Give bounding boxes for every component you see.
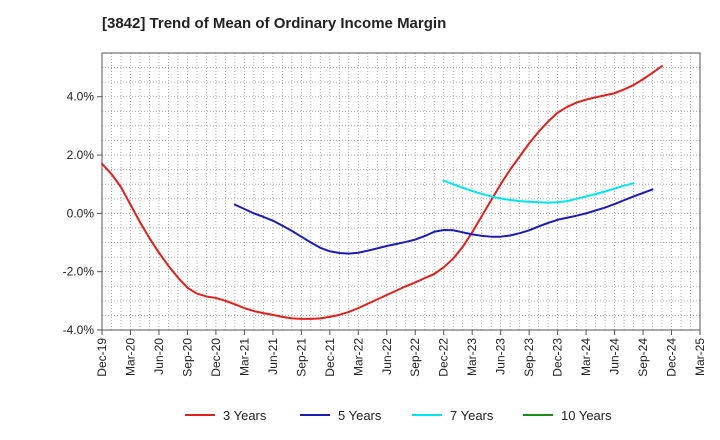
x-tick-label: Sep-20 (180, 338, 194, 377)
series-line-5-years (233, 188, 654, 255)
x-tick-label: Jun-20 (152, 338, 166, 375)
x-tick-label: Jun-23 (494, 338, 508, 375)
legend-7-years-label: 7 Years (450, 408, 494, 423)
x-axis-ticks: Dec-19 Mar-20 Jun-20 Sep-20 Dec-20 Mar-21 Jun-… (95, 330, 707, 377)
x-tick-label: Mar-24 (579, 338, 593, 376)
x-tick-label: Sep-24 (636, 338, 650, 377)
y-tick-label: 0.0% (67, 206, 95, 220)
x-tick-label: Mar-22 (351, 338, 365, 376)
x-tick-label: Jun-24 (608, 338, 622, 375)
legend: 3 Years 5 Years 7 Years 10 Years (185, 408, 612, 423)
x-tick-label: Dec-21 (323, 338, 337, 377)
x-tick-label: Sep-21 (294, 338, 308, 377)
x-tick-label: Dec-20 (209, 338, 223, 377)
x-tick-label: Mar-21 (237, 338, 251, 376)
x-tick-label: Sep-23 (522, 338, 536, 377)
chart-title: [3842] Trend of Mean of Ordinary Income … (102, 15, 447, 32)
y-tick-label: 2.0% (67, 148, 95, 162)
plot-area (101, 52, 701, 331)
y-tick-label: 4.0% (67, 90, 95, 104)
series-lines (101, 65, 664, 320)
x-tick-label: Mar-25 (693, 338, 707, 376)
legend-3-years-label: 3 Years (223, 408, 267, 423)
x-tick-label: Dec-22 (437, 338, 451, 377)
x-tick-label: Jun-21 (266, 338, 280, 375)
y-axis-ticks: -4.0% -2.0% 0.0% 2.0% 4.0% (63, 90, 102, 337)
x-tick-label: Dec-24 (665, 338, 679, 377)
x-tick-label: Dec-23 (551, 338, 565, 377)
legend-10-years-label: 10 Years (561, 408, 612, 423)
x-tick-label: Mar-23 (465, 338, 479, 376)
x-tick-label: Mar-20 (123, 338, 137, 376)
series-line-3-years (101, 65, 664, 320)
y-tick-label: -2.0% (63, 265, 95, 279)
y-tick-label: -4.0% (63, 323, 95, 337)
x-tick-label: Dec-19 (95, 338, 109, 377)
grid (102, 53, 700, 330)
x-tick-label: Sep-22 (408, 338, 422, 377)
legend-5-years-label: 5 Years (338, 408, 382, 423)
x-tick-label: Jun-22 (380, 338, 394, 375)
series-line-7-years (442, 179, 635, 204)
